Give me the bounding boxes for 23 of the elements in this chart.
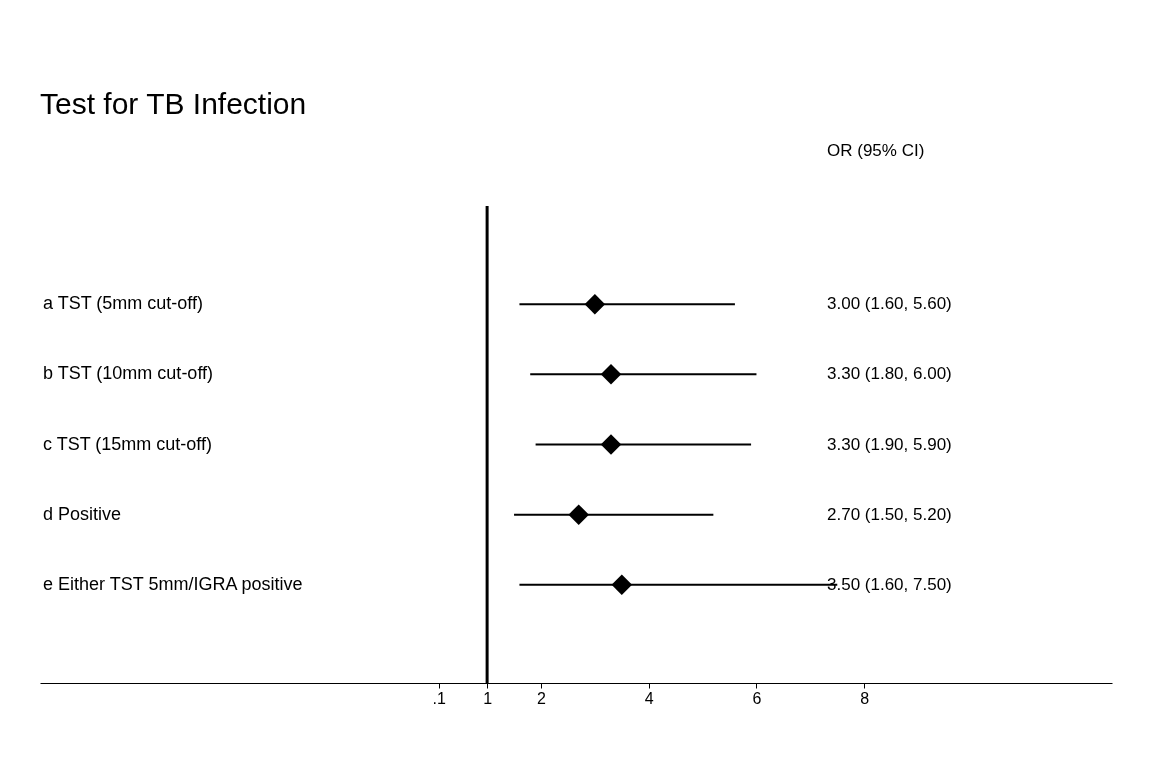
chart-title: Test for TB Infection	[40, 87, 307, 120]
y-tick-label: d Positive	[43, 503, 122, 524]
x-tick-label: 2	[537, 689, 547, 707]
text: OR (95% CI)	[827, 141, 925, 160]
y-tick-label: e Either TST 5mm/IGRA positive	[43, 573, 303, 594]
y-tick-label: a TST (5mm cut-off)	[43, 293, 204, 314]
annotation: 3.50 (1.60, 7.50)	[827, 574, 952, 594]
point	[611, 574, 633, 596]
point	[600, 364, 622, 385]
y-tick-label: b TST (10mm cut-off)	[43, 363, 214, 384]
x-tick-label: 1	[483, 689, 493, 707]
point	[600, 434, 622, 455]
annotation: 3.30 (1.90, 5.90)	[827, 434, 952, 454]
x-tick-label: 8	[860, 689, 870, 707]
x-tick-label: 6	[752, 689, 762, 707]
point	[568, 504, 589, 525]
y-tick-label: c TST (15mm cut-off)	[43, 433, 213, 454]
annotation: 2.70 (1.50, 5.20)	[827, 504, 952, 524]
x-tick-label: 4	[644, 689, 654, 707]
annotation: 3.30 (1.80, 6.00)	[827, 364, 952, 384]
annotation: 3.00 (1.60, 5.60)	[827, 294, 952, 314]
point	[584, 293, 606, 315]
x-tick-label: .1	[432, 689, 446, 707]
